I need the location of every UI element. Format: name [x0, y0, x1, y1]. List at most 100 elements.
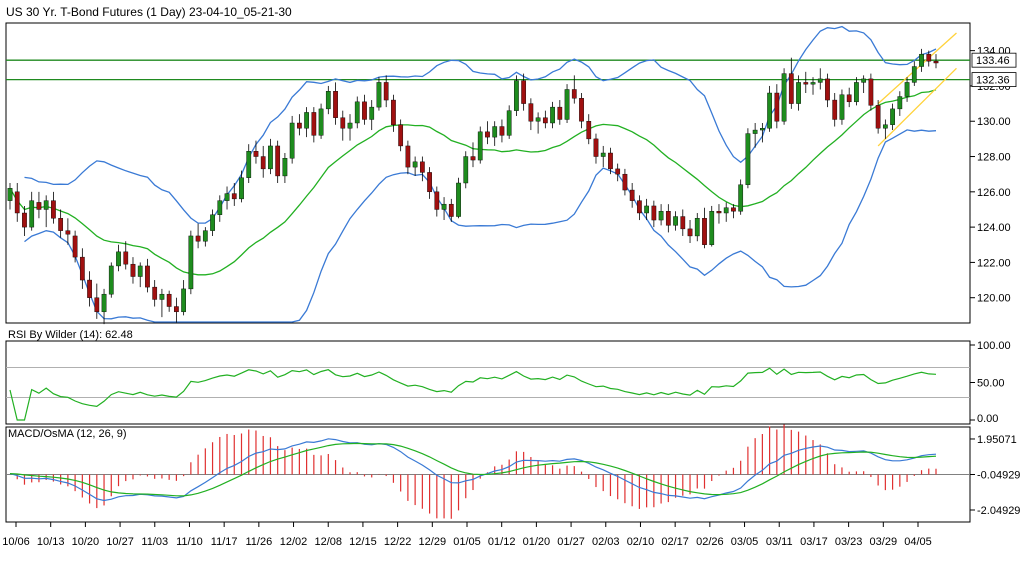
- candle-body: [767, 92, 772, 129]
- candle-body: [817, 78, 823, 83]
- candle-body: [911, 66, 917, 83]
- candle-body: [419, 161, 425, 173]
- date-tick-label: 11/17: [211, 536, 238, 548]
- date-tick-label: 03/05: [731, 536, 759, 548]
- channel-upper-line: [877, 32, 957, 105]
- candle-body: [210, 214, 215, 231]
- candle-body: [14, 191, 20, 214]
- candle-body: [673, 216, 678, 226]
- candle-body: [260, 156, 266, 170]
- candle-body: [542, 117, 548, 124]
- candle-body: [796, 82, 801, 104]
- candle-body: [600, 152, 606, 157]
- candle-body: [644, 205, 649, 214]
- candle-body: [441, 203, 447, 210]
- date-tick-label: 11/26: [245, 536, 272, 548]
- candle-body: [123, 251, 129, 265]
- candle-body: [217, 200, 223, 215]
- date-tick-label: 03/17: [800, 536, 828, 548]
- candle-body: [586, 121, 592, 140]
- bollinger-upper-line: [24, 25, 937, 224]
- candle-body: [72, 235, 78, 258]
- candle-body: [174, 306, 179, 313]
- candle-body: [868, 78, 874, 106]
- candle-body: [456, 182, 461, 217]
- candle-body: [405, 145, 411, 168]
- candle-body: [825, 78, 830, 101]
- date-tick-label: 12/08: [314, 536, 342, 548]
- x-axis: 10/06 10/13 10/20 10/27 11/03 11/10 11/17 11/26…: [2, 522, 932, 548]
- candle-body: [593, 138, 599, 157]
- candle-body: [788, 73, 794, 104]
- level-price-label: 133.46: [976, 55, 1010, 67]
- candle-body: [58, 218, 64, 231]
- candle-body: [333, 91, 338, 118]
- candle-body: [839, 94, 845, 120]
- candle-body: [239, 177, 244, 200]
- price-panel-frame: [5, 22, 971, 324]
- candle-body: [557, 106, 563, 120]
- rsi-tick-label: 100.00: [977, 340, 1011, 352]
- candle-body: [550, 106, 555, 124]
- candle-body: [289, 122, 295, 159]
- candle-body: [383, 82, 389, 101]
- date-tick-label: 12/29: [419, 536, 447, 548]
- macd-signal-line: [9, 442, 937, 497]
- candle-body: [470, 156, 476, 161]
- candle-body: [832, 99, 838, 120]
- candle-body: [882, 124, 888, 129]
- date-tick-label: 11/03: [141, 536, 168, 548]
- candle-body: [181, 288, 186, 313]
- candle-body: [926, 53, 932, 62]
- rsi-layer: 0.00 50.00 100.00: [6, 340, 1011, 425]
- candle-body: [615, 168, 621, 175]
- rsi-tick-label: 0.00: [977, 413, 998, 425]
- candle-body: [665, 211, 671, 226]
- rsi-label: RSI By Wilder (14): 62.48: [8, 329, 133, 341]
- candle-body: [485, 131, 490, 138]
- candle-body: [716, 211, 722, 214]
- candle-body: [846, 94, 852, 103]
- macd-line: [9, 438, 937, 502]
- candle-body: [854, 82, 859, 103]
- date-tick-label: 01/27: [557, 536, 585, 548]
- date-tick-label: 03/11: [766, 536, 793, 548]
- candle-body: [29, 200, 35, 228]
- candle-body: [731, 207, 736, 212]
- candle-body: [137, 265, 143, 277]
- candle-body: [702, 218, 707, 245]
- rsi-line: [9, 367, 937, 421]
- candle-body: [463, 156, 469, 184]
- candle-body: [897, 96, 903, 110]
- date-tick-label: 01/20: [523, 536, 551, 548]
- candle-body: [752, 129, 758, 134]
- candle-body: [781, 73, 787, 122]
- candle-body: [514, 80, 519, 111]
- candle-body: [434, 191, 440, 210]
- candle-body: [448, 203, 454, 217]
- candle-body: [22, 212, 27, 228]
- candle-body: [875, 105, 881, 129]
- price-tick-label: 128.00: [977, 152, 1011, 164]
- candle-body: [152, 286, 158, 300]
- candle-body: [412, 161, 418, 168]
- candle-body: [297, 122, 302, 129]
- level-price-label: 132.36: [976, 75, 1010, 87]
- candle-body: [477, 131, 483, 161]
- candle-body: [362, 101, 367, 120]
- candle-body: [166, 293, 172, 307]
- candle-body: [803, 82, 809, 85]
- candle-body: [369, 106, 375, 120]
- candle-body: [311, 112, 317, 136]
- candle-body: [694, 218, 700, 237]
- candle-body: [325, 91, 331, 110]
- candle-body: [904, 82, 910, 97]
- level-price-box: [971, 52, 1017, 68]
- candle-body: [304, 112, 309, 129]
- candle-body: [492, 126, 498, 138]
- date-tick-label: 03/29: [870, 536, 898, 548]
- candle-body: [571, 89, 577, 99]
- candle-body: [861, 78, 867, 83]
- candle-body: [745, 133, 751, 185]
- price-axis: 120.00 122.00 124.00 126.00 128.00 130.00 132.…: [970, 46, 1017, 305]
